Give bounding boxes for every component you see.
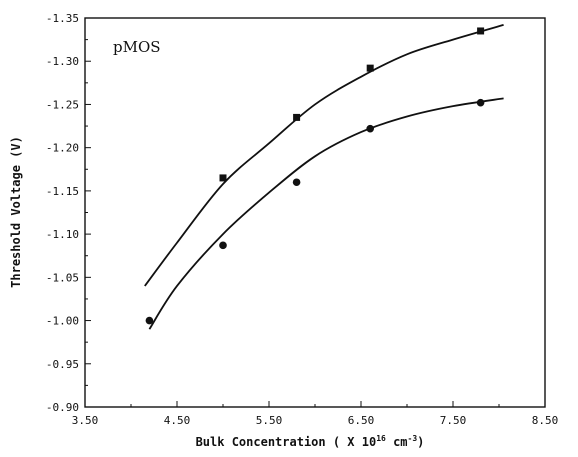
y-axis-title: Threshold Voltage (V)	[9, 136, 23, 288]
x-axis-title-close: )	[417, 435, 424, 449]
fit-curves	[144, 24, 504, 330]
fit-curve-square	[144, 24, 504, 287]
y-tick-label: -1.35	[46, 12, 79, 25]
x-axis-title: Bulk Concentration ( X 1016 cm-3)	[196, 434, 425, 449]
square-marker	[219, 174, 227, 182]
circle-marker	[292, 178, 301, 187]
x-tick-label: 3.50	[72, 414, 99, 427]
circle-marker	[145, 316, 154, 325]
x-tick-label: 7.50	[440, 414, 467, 427]
y-tick-label: -1.30	[46, 55, 79, 68]
plot-area	[84, 17, 546, 408]
x-axis-title-exp: 16	[376, 434, 386, 443]
circle-marker	[366, 124, 375, 133]
circle-marker	[476, 98, 485, 107]
x-axis: 3.50 4.50 5.50 6.50 7.50 8.50	[72, 401, 559, 427]
x-axis-title-main: Bulk Concentration ( X 10	[196, 435, 377, 449]
y-tick-label: -1.05	[46, 271, 79, 284]
y-tick-label: -1.00	[46, 315, 79, 328]
data-markers	[145, 27, 485, 325]
y-axis: -1.35 -1.30 -1.25 -1.20 -1.15 -1.10 -1.05 -1.00…	[46, 12, 91, 414]
x-tick-label: 4.50	[164, 414, 191, 427]
x-tick-label: 8.50	[532, 414, 559, 427]
y-tick-label: -1.15	[46, 185, 79, 198]
y-tick-label: -0.95	[46, 358, 79, 371]
y-tick-label: -1.20	[46, 142, 79, 155]
square-marker	[366, 64, 374, 72]
circle-marker	[219, 241, 227, 250]
x-axis-title-unit: cm	[386, 435, 408, 449]
x-tick-label: 6.50	[348, 414, 375, 427]
square-marker	[477, 27, 485, 35]
chart-annotation: pMOS	[113, 38, 161, 56]
plot-border	[84, 17, 546, 408]
y-tick-label: -0.90	[46, 401, 79, 414]
y-tick-label: -1.25	[46, 98, 79, 111]
square-marker	[293, 113, 301, 121]
fit-curve-circle	[148, 97, 504, 330]
y-tick-label: -1.10	[46, 228, 79, 241]
x-tick-label: 5.50	[256, 414, 283, 427]
x-axis-title-unit-exp: -3	[408, 434, 418, 443]
